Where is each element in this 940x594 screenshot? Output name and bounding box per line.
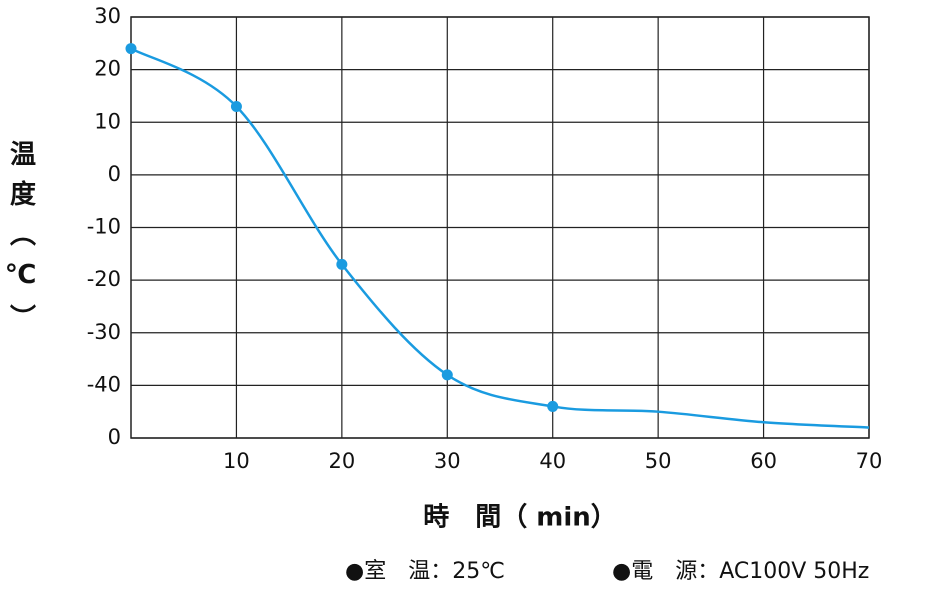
y-tick-label: -40 <box>87 372 121 396</box>
x-tick-label: 30 <box>434 449 461 473</box>
point <box>125 43 137 55</box>
x-tick-label: 50 <box>645 449 672 473</box>
point <box>441 369 453 381</box>
x-tick-label: 40 <box>539 449 566 473</box>
y-tick-label: 30 <box>94 4 121 28</box>
y-tick-label: 10 <box>94 109 121 133</box>
y-tick-label: -30 <box>87 320 121 344</box>
x-tick-label: 10 <box>223 449 250 473</box>
y-tick-label: 0 <box>108 425 121 449</box>
point <box>230 100 242 112</box>
note: ●室 温：25℃ <box>345 559 505 584</box>
x-tick-label: 20 <box>328 449 355 473</box>
point <box>547 400 559 412</box>
y-tick-label: -20 <box>87 267 121 291</box>
x-tick-label: 60 <box>750 449 777 473</box>
note: ●電 源：AC100V 50Hz <box>612 559 869 584</box>
line <box>130 47 870 429</box>
y-tick-label: 0 <box>108 162 121 186</box>
x-tick-label: 70 <box>856 449 883 473</box>
plot-frame <box>130 16 870 439</box>
y-tick-label: 20 <box>94 57 121 81</box>
y-tick-label: -10 <box>87 215 121 239</box>
y-axis-label: 温度（℃） <box>6 140 36 344</box>
point <box>336 258 348 270</box>
x-axis-label: 時 間（ min） <box>423 503 617 533</box>
